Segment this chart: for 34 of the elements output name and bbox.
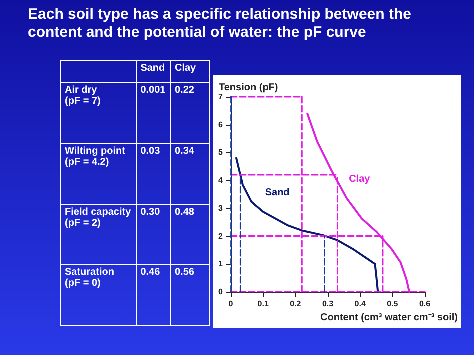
series-label: Clay <box>349 174 371 186</box>
text: 0.30 <box>136 204 170 265</box>
x-tick-label: 0.2 <box>290 300 302 308</box>
text: 0.34 <box>170 143 210 204</box>
text: Field capacity (pF = 2) <box>60 204 136 265</box>
x-tick-label: 0.6 <box>419 300 432 308</box>
y-tick-label: 1 <box>218 260 224 269</box>
x-tick-label: 0.5 <box>387 300 399 308</box>
y-tick-label: 2 <box>218 232 224 241</box>
y-axis-title: Tension (pF) <box>219 82 278 94</box>
text: Sand <box>136 60 170 82</box>
y-tick-label: 4 <box>218 176 224 186</box>
series-label: Sand <box>265 188 290 199</box>
x-tick-label: 0.4 <box>354 300 366 308</box>
text: 0.001 <box>136 82 170 144</box>
y-tick-label: 0 <box>218 288 224 296</box>
text: 0.56 <box>170 264 210 326</box>
y-tick-label: 6 <box>218 120 224 130</box>
y-tick-label: 7 <box>218 92 224 102</box>
text: 0.22 <box>170 82 210 144</box>
x-tick-label: 0 <box>228 300 234 308</box>
text: Air dry (pF = 7) <box>60 82 136 144</box>
x-tick-label: 0.1 <box>258 300 270 308</box>
y-tick-label: 5 <box>218 148 224 158</box>
x-tick-label: 0.3 <box>322 300 334 308</box>
text: Wilting point (pF = 4.2) <box>60 143 136 204</box>
text: Saturation (pF = 0) <box>60 264 136 326</box>
text: 0.48 <box>170 204 210 265</box>
text: Each soil type has a specific relationship between the content and the potential of water: the pF curve <box>28 6 412 42</box>
text: 0.03 <box>136 143 170 204</box>
text: Clay <box>170 60 210 82</box>
text: 0.46 <box>136 264 170 326</box>
y-tick-label: 3 <box>218 204 224 213</box>
x-axis-title: Content (cm³ water cm⁻³ soil) <box>320 312 458 324</box>
